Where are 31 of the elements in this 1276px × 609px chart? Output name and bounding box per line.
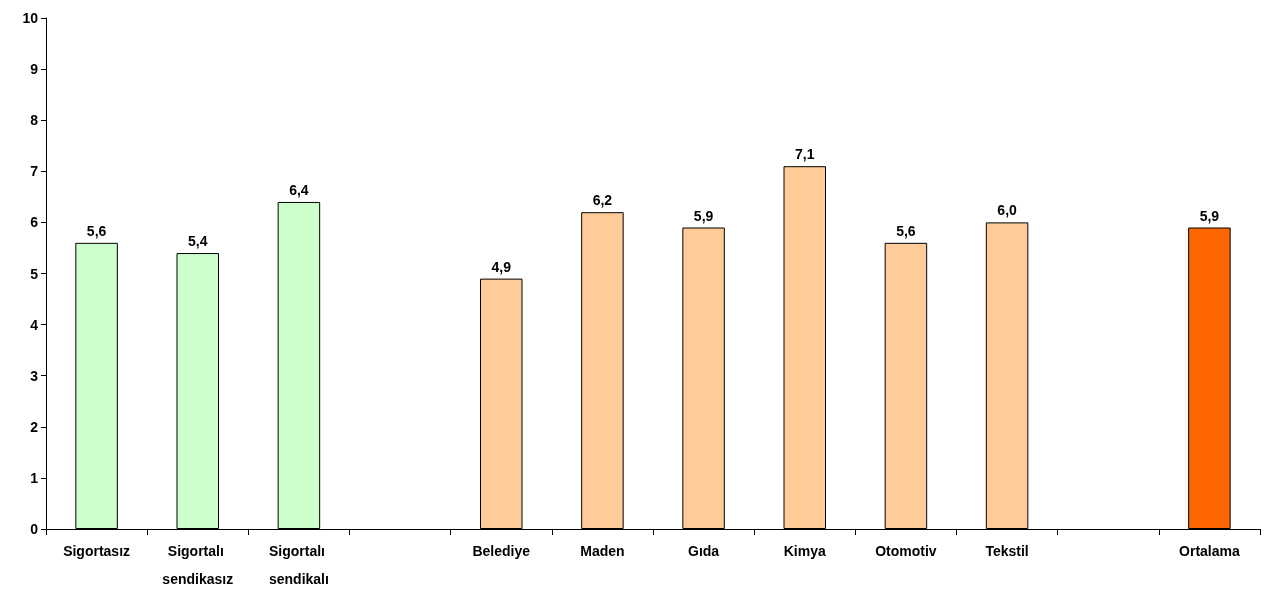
- data-label: 5,6: [896, 222, 916, 239]
- x-tick-label: Sigortalı sendikalı: [268, 543, 329, 587]
- x-tick-label: Ortalama: [1179, 543, 1240, 559]
- x-tick-label: Tekstil: [985, 543, 1029, 559]
- y-tick-label: 9: [30, 61, 39, 78]
- y-tick-label: 7: [30, 163, 39, 180]
- y-tick-label: 10: [22, 10, 39, 26]
- x-tick-label: Gıda: [688, 543, 720, 559]
- y-tick-label: 0: [30, 521, 39, 537]
- y-tick-label: 5: [30, 265, 39, 282]
- data-label: 7,1: [795, 146, 815, 163]
- x-tick-label: Sigortalı sendikasız: [162, 543, 234, 587]
- y-tick-label: 6: [30, 214, 39, 231]
- y-tick-label: 8: [30, 112, 39, 129]
- x-tick-label: Belediye: [472, 543, 531, 559]
- x-tick-label: Maden: [580, 543, 625, 559]
- data-label: 5,9: [693, 207, 714, 224]
- data-label: 4,9: [491, 258, 512, 275]
- data-label: 6,0: [997, 202, 1018, 219]
- y-tick-label: 1: [30, 469, 39, 486]
- y-tick-label: 4: [30, 316, 39, 333]
- x-tick-label: Kimya: [783, 543, 826, 559]
- data-label: 5,9: [1199, 207, 1220, 224]
- x-tick-label: Otomotiv: [875, 543, 937, 559]
- y-tick-label: 2: [30, 418, 39, 435]
- data-label: 6,4: [289, 181, 309, 198]
- data-label: 5,4: [188, 233, 208, 250]
- y-tick-label: 3: [30, 367, 39, 384]
- data-label: 5,6: [86, 222, 107, 239]
- data-label: 6,2: [592, 192, 613, 209]
- x-tick-label: Sigortasız: [63, 543, 131, 559]
